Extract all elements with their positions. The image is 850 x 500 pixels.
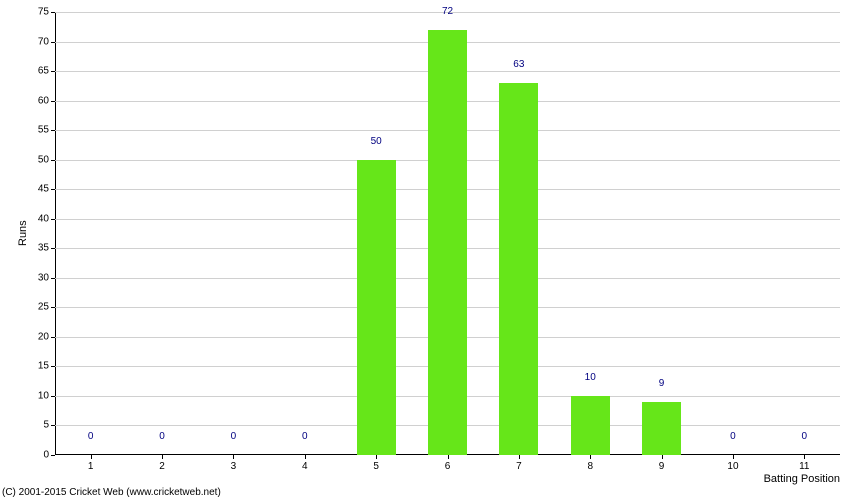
y-tick-label: 55: [38, 125, 55, 136]
bar-value-label: 9: [659, 378, 665, 389]
y-tick-label: 70: [38, 36, 55, 47]
bar-value-label: 0: [302, 431, 308, 442]
x-tick-label: 3: [231, 455, 237, 472]
bar: [499, 83, 538, 455]
y-axis-title: Runs: [17, 220, 29, 246]
y-tick-label: 40: [38, 213, 55, 224]
x-tick-label: 7: [516, 455, 522, 472]
plot-area: 0510152025303540455055606570750102030450…: [55, 12, 840, 455]
bar-value-label: 72: [442, 6, 453, 17]
y-tick-label: 60: [38, 95, 55, 106]
bar-value-label: 0: [730, 431, 736, 442]
y-tick-label: 35: [38, 243, 55, 254]
x-tick-label: 9: [659, 455, 665, 472]
y-tick-label: 20: [38, 331, 55, 342]
y-tick-label: 45: [38, 184, 55, 195]
bar-value-label: 0: [802, 431, 808, 442]
bar-value-label: 63: [513, 59, 524, 70]
x-tick-label: 2: [159, 455, 165, 472]
bar-value-label: 0: [231, 431, 237, 442]
bar: [428, 30, 467, 455]
x-tick-label: 4: [302, 455, 308, 472]
bar-value-label: 0: [159, 431, 165, 442]
bar: [571, 396, 610, 455]
y-tick-label: 10: [38, 390, 55, 401]
x-tick-label: 6: [445, 455, 451, 472]
y-tick-label: 25: [38, 302, 55, 313]
y-tick-label: 50: [38, 154, 55, 165]
x-tick-label: 5: [373, 455, 379, 472]
y-tick-label: 30: [38, 272, 55, 283]
y-tick-label: 5: [43, 420, 55, 431]
bar-value-label: 0: [88, 431, 94, 442]
y-tick-label: 65: [38, 66, 55, 77]
copyright-text: (C) 2001-2015 Cricket Web (www.cricketwe…: [2, 487, 221, 498]
x-axis-title: Batting Position: [764, 473, 840, 485]
y-tick-label: 0: [43, 450, 55, 461]
x-tick-label: 8: [587, 455, 593, 472]
bar-value-label: 50: [371, 136, 382, 147]
bar: [642, 402, 681, 455]
x-tick-label: 10: [727, 455, 738, 472]
x-tick-label: 11: [799, 455, 809, 472]
y-tick-label: 75: [38, 7, 55, 18]
y-tick-label: 15: [38, 361, 55, 372]
x-tick-label: 1: [88, 455, 94, 472]
bar: [357, 160, 396, 455]
bar-value-label: 10: [585, 372, 596, 383]
chart-container: 0510152025303540455055606570750102030450…: [0, 0, 850, 500]
y-axis-line: [55, 12, 56, 455]
